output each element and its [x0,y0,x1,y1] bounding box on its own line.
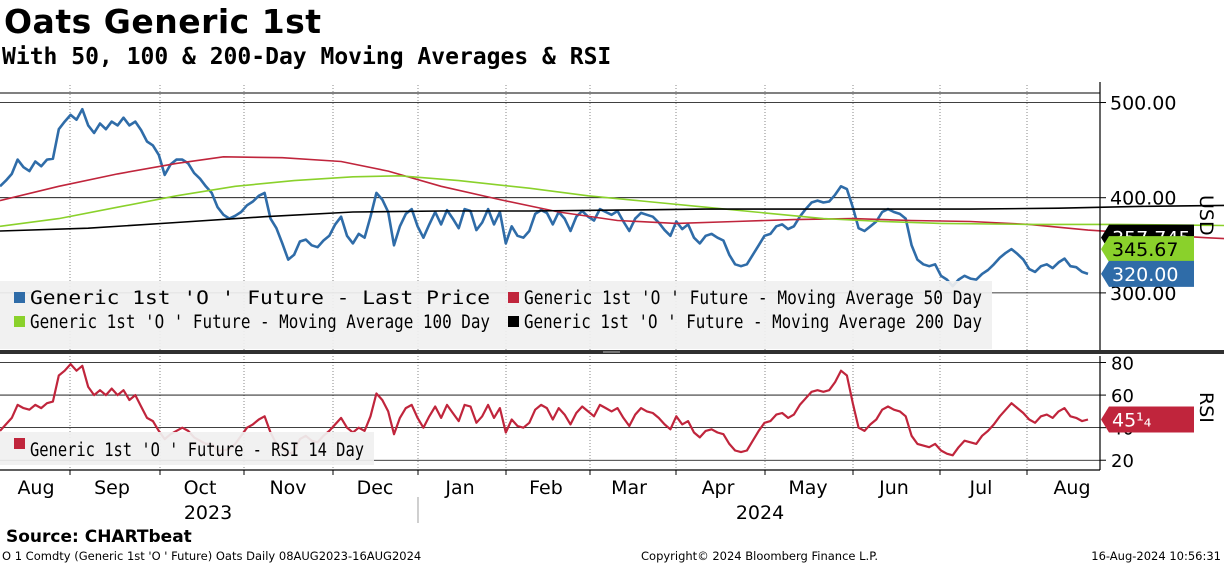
chart-frame [0,82,1224,523]
x-year-label-1: 2024 [736,502,784,524]
footer-copyright: Copyright© 2024 Bloomberg Finance L.P. [641,549,878,563]
chart-subtitle: With 50, 100 & 200-Day Moving Averages &… [2,44,612,70]
x-tick-label-2: Oct [184,477,217,499]
x-tick-label-4: Dec [357,477,394,499]
legend-swatch-ma200 [508,316,519,327]
ytick-label-top-2: 500.00 [1110,93,1176,115]
legend-label-ma200: Generic 1st 'O ' Future - Moving Average… [524,312,982,333]
legends: Generic 1st 'O ' Future - Last Price Gene… [0,281,992,465]
x-tick-label-10: Jun [878,477,909,499]
footer-timestamp: 16-Aug-2024 10:56:31 [1091,549,1221,563]
x-tick-label-9: May [788,477,827,499]
legend-swatch-ma100 [14,316,25,327]
x-tick-label-7: Mar [611,477,647,499]
x-tick-label-12: Aug [1053,477,1090,499]
x-tick-label-3: Nov [269,477,306,499]
x-tick-label-0: Aug [17,477,54,499]
tag-rsi-text: 45¹₄ [1112,410,1152,432]
x-tick-label-11: Jul [969,477,993,499]
legend-label-rsi: Generic 1st 'O ' Future - RSI 14 Day [30,440,364,461]
y-axis-label-top: USD [1195,195,1217,236]
legend-swatch-rsi [14,438,25,449]
x-tick-label-6: Feb [529,477,563,499]
x-tick-label-1: Sep [94,477,130,499]
source-note: Source: CHARTbeat [6,527,192,547]
ytick-label-bottom-3: 80 [1111,354,1134,375]
series-line-ma100 [0,175,1224,228]
tag-rsi: 45¹₄ [1101,406,1194,433]
x-year-label-0: 2023 [184,502,232,524]
tag-price-shape [1101,260,1194,287]
legend-label-ma50: Generic 1st 'O ' Future - Moving Average… [524,288,982,309]
tag-rsi-shape [1101,406,1194,433]
tag-ma100-shape [1101,236,1194,263]
y-axis-label-bottom: RSI [1195,392,1217,423]
tag-ma100: 345.67 [1101,236,1194,263]
tag-ma100-text: 345.67 [1112,239,1178,261]
axes: 300.00400.00500.0020406080USDRSIAugSepOc… [17,93,1217,524]
legend-swatch-price [14,292,25,303]
ytick-label-top-1: 400.00 [1110,188,1176,210]
tag-price: 320.00 [1101,260,1194,287]
legend-top-bg [0,281,992,349]
legend-bottom-bg [0,432,374,465]
legend-label-price: Generic 1st 'O ' Future - Last Price [30,288,490,309]
ytick-label-bottom-0: 20 [1111,451,1134,472]
tag-price-text: 320.00 [1112,264,1178,286]
series-line-rsi [0,363,1089,457]
chart-title: Oats Generic 1st [4,2,322,41]
series-line-ma200 [0,204,1224,232]
ytick-label-bottom-2: 60 [1111,386,1134,407]
legend-swatch-ma50 [508,292,519,303]
x-tick-label-5: Jan [444,477,474,499]
footer-ticker: O 1 Comdty (Generic 1st 'O ' Future) Oat… [2,549,422,563]
x-tick-label-8: Apr [702,477,735,499]
legend-label-ma100: Generic 1st 'O ' Future - Moving Average… [30,312,490,333]
ytick-label-top-0: 300.00 [1110,283,1176,305]
